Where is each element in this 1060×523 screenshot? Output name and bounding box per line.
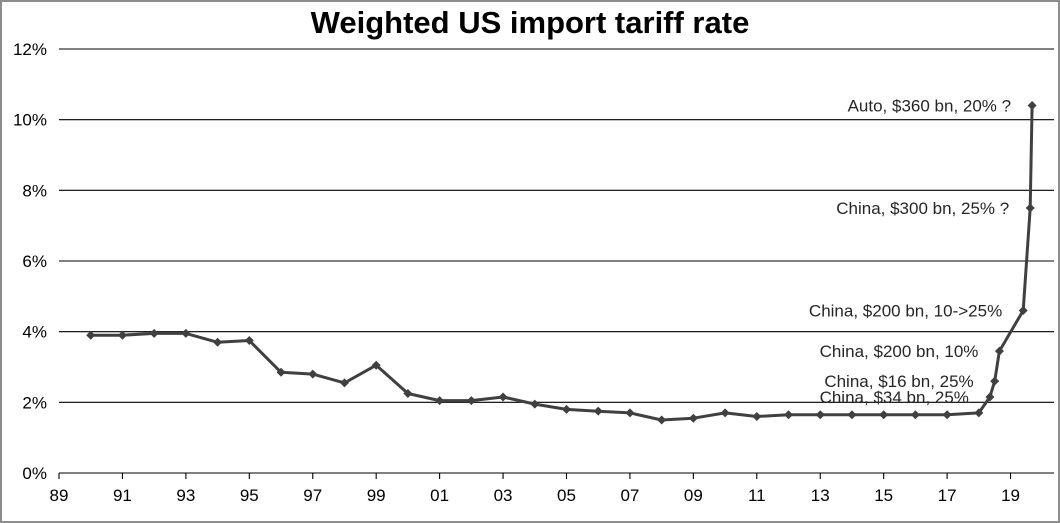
annotation-auto-360bn: Auto, $360 bn, 20% ?: [848, 97, 1012, 116]
x-tick-label-03: 03: [494, 486, 513, 505]
data-point-2018_35: [985, 392, 995, 402]
y-tick-label-12%: 12%: [13, 40, 47, 59]
data-point-2009: [688, 413, 698, 423]
data-point-2015: [879, 410, 889, 420]
annotation-china-200bn-10: China, $200 bn, 10%: [820, 342, 979, 361]
x-tick-label-11: 11: [748, 486, 766, 505]
data-point-2006: [593, 406, 603, 416]
data-point-2005: [561, 404, 571, 414]
y-tick-label-0%: 0%: [22, 464, 47, 483]
x-tick-label-95: 95: [240, 486, 259, 505]
data-point-2019_62: [1025, 203, 1035, 213]
data-point-2016: [910, 410, 920, 420]
data-point-2018_5: [990, 376, 1000, 386]
x-tick-label-93: 93: [176, 486, 195, 505]
data-point-1991: [117, 330, 127, 340]
data-point-1998: [339, 378, 349, 388]
data-point-2001: [435, 396, 445, 406]
data-point-2008: [657, 415, 667, 425]
data-point-1997: [308, 369, 318, 379]
data-point-1999: [371, 360, 381, 370]
annotation-china-300bn: China, $300 bn, 25% ?: [836, 199, 1009, 218]
data-point-2018_65: [994, 346, 1004, 356]
y-tick-label-6%: 6%: [22, 252, 47, 271]
data-point-1996: [276, 367, 286, 377]
data-point-2000: [403, 389, 413, 398]
x-tick-label-09: 09: [684, 486, 703, 505]
data-point-2014: [847, 410, 857, 420]
x-tick-label-15: 15: [874, 486, 893, 505]
data-point-2018: [974, 408, 984, 418]
x-tick-label-05: 05: [557, 486, 576, 505]
data-point-1992: [149, 328, 159, 338]
data-point-2010: [720, 408, 730, 418]
chart-title: Weighted US import tariff rate: [310, 5, 750, 40]
data-point-2019_68: [1027, 101, 1037, 111]
data-point-2007: [625, 408, 635, 418]
x-tick-label-99: 99: [367, 486, 386, 505]
x-tick-label-17: 17: [938, 486, 957, 505]
annotation-china-16bn: China, $16 bn, 25%: [824, 372, 973, 391]
x-tick-label-19: 19: [1001, 486, 1020, 505]
data-point-1995: [244, 336, 254, 345]
x-tick-label-89: 89: [50, 486, 69, 505]
y-tick-label-8%: 8%: [22, 181, 47, 200]
data-point-2002: [466, 396, 476, 406]
data-point-2003: [498, 392, 508, 402]
data-point-2004: [530, 399, 540, 409]
data-point-2017: [942, 410, 952, 420]
x-tick-label-13: 13: [811, 486, 830, 505]
y-tick-label-10%: 10%: [13, 111, 47, 130]
data-point-2019_4: [1018, 305, 1028, 315]
data-point-2013: [815, 410, 825, 420]
data-point-1994: [213, 337, 223, 347]
data-point-2011: [752, 411, 762, 421]
data-point-1993: [181, 328, 191, 338]
x-tick-label-01: 01: [430, 486, 449, 505]
data-point-1990: [86, 330, 96, 340]
y-tick-label-4%: 4%: [22, 323, 47, 342]
data-point-2012: [784, 410, 794, 420]
annotation-china-200bn-hike: China, $200 bn, 10->25%: [809, 301, 1002, 320]
annotation-china-34bn: China, $34 bn, 25%: [820, 388, 969, 407]
x-tick-label-07: 07: [620, 486, 639, 505]
x-tick-label-91: 91: [113, 486, 132, 505]
y-tick-label-2%: 2%: [22, 393, 47, 412]
x-tick-label-97: 97: [303, 486, 322, 505]
